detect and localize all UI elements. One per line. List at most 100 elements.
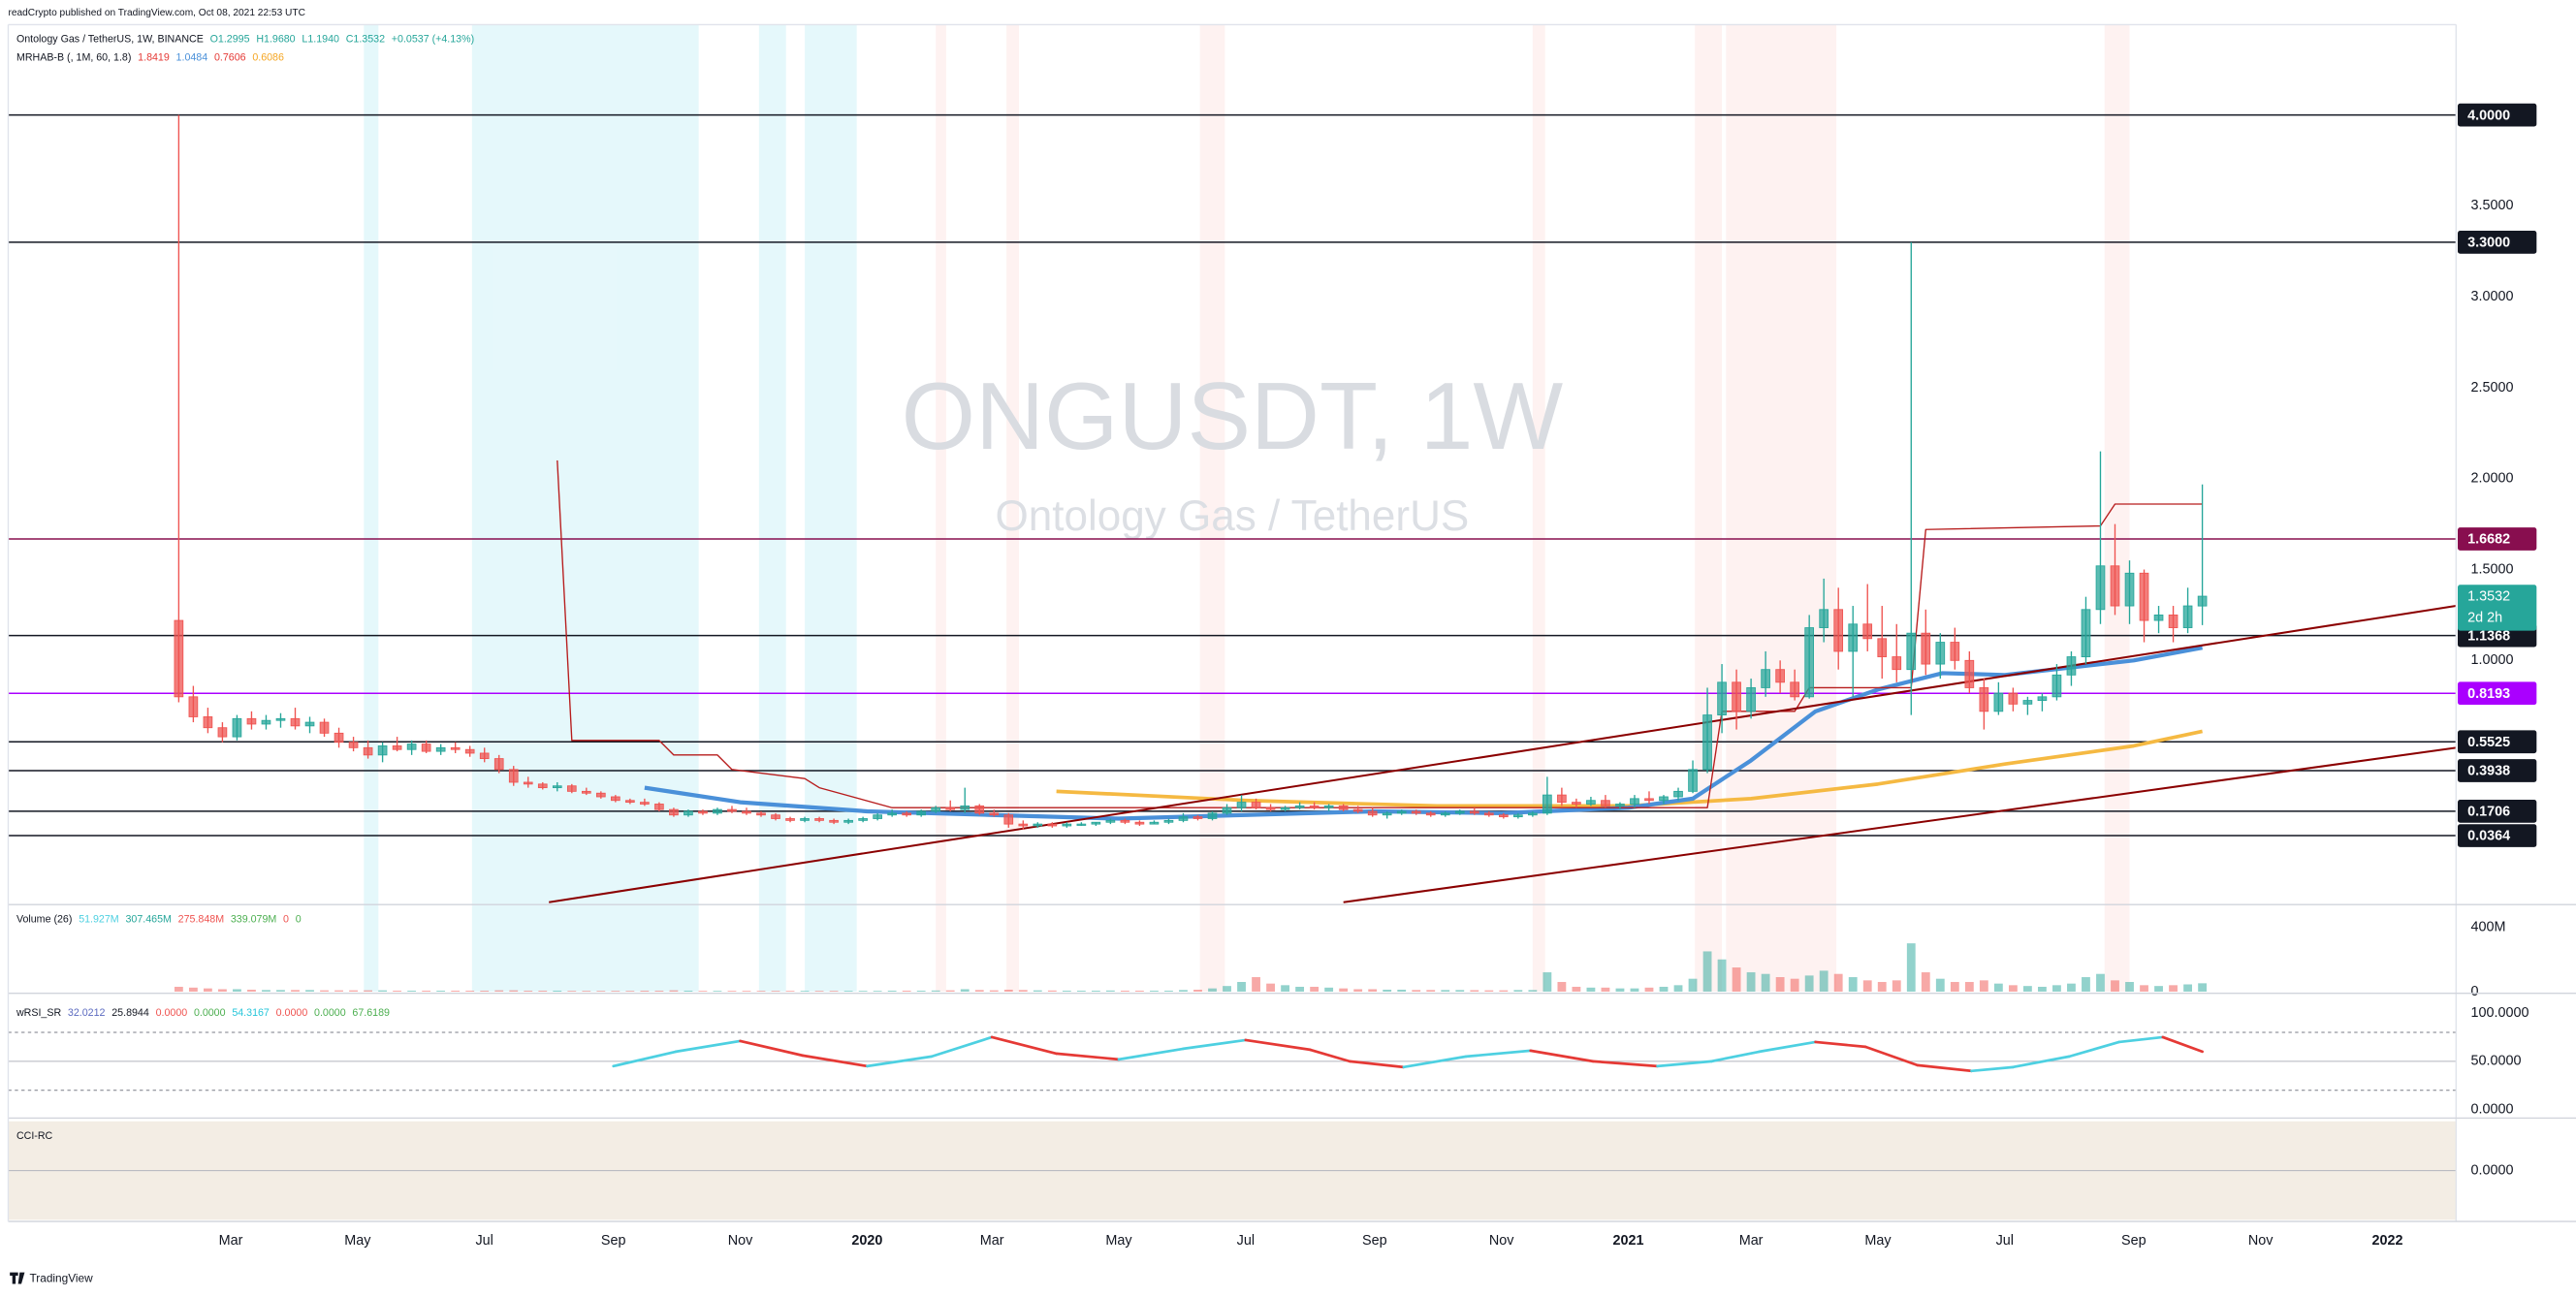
- candle-body: [1615, 804, 1625, 807]
- candle-body: [1761, 669, 1770, 688]
- volume-bar: [887, 990, 897, 992]
- volume-bar: [1877, 982, 1887, 992]
- volume-bar: [1993, 983, 2003, 992]
- volume-bar: [785, 991, 795, 992]
- candle-body: [1630, 798, 1639, 805]
- volume-bar: [2008, 985, 2018, 992]
- x-tick-label: Jul: [1237, 1233, 1255, 1249]
- volume-bar: [684, 990, 693, 992]
- candle-body: [479, 752, 490, 760]
- rsi-title: wRSI_SR: [16, 1007, 62, 1019]
- candle-body: [1804, 627, 1814, 698]
- volume-bar: [1470, 990, 1479, 992]
- price-level-label: 3.3000: [2467, 236, 2510, 251]
- candle-body: [392, 745, 402, 750]
- volume-bar: [1601, 987, 1610, 992]
- volume-bar: [1426, 990, 1436, 992]
- volume-bar: [524, 990, 533, 992]
- volume-bar: [509, 990, 519, 992]
- candle-body: [2081, 609, 2091, 657]
- x-tick-label: Nov: [2248, 1233, 2274, 1249]
- x-tick-label: Sep: [1362, 1233, 1387, 1249]
- price-level-box: [2457, 527, 2537, 551]
- candle-body: [974, 805, 985, 814]
- volume-bar: [262, 990, 270, 992]
- volume-bar: [465, 990, 475, 992]
- oscillator-segment: [1758, 1040, 1817, 1054]
- volume-bar: [916, 990, 926, 992]
- last-price-label: 1.3532: [2467, 589, 2510, 605]
- legend-value: 54.3167: [232, 1007, 270, 1019]
- candle-body: [611, 796, 620, 802]
- candle-body: [2008, 692, 2019, 705]
- y-tick-label: 0.0000: [2471, 1102, 2514, 1118]
- y-tick-label: 2.5000: [2471, 380, 2514, 395]
- oscillator-segment: [2161, 1035, 2204, 1054]
- volume-bar: [654, 990, 664, 992]
- oscillator-segment: [930, 1035, 994, 1059]
- volume-bar: [538, 990, 548, 992]
- volume-bar: [625, 991, 635, 992]
- oscillator-segment: [739, 1039, 805, 1058]
- volume-bar: [742, 991, 751, 992]
- overlay-line: [549, 605, 2457, 903]
- candle-body: [304, 721, 315, 727]
- volume-bar: [1310, 986, 1320, 992]
- volume-bar: [305, 990, 314, 992]
- x-tick-label: Mar: [1739, 1233, 1764, 1249]
- volume-bar: [1324, 987, 1334, 992]
- candle-body: [1483, 812, 1494, 816]
- candle-body: [363, 746, 373, 756]
- volume-bar: [553, 990, 562, 992]
- candle-body: [1819, 609, 1829, 628]
- candle-body: [1382, 812, 1392, 816]
- candle-body: [1294, 805, 1305, 808]
- volume-bar: [1804, 975, 1814, 992]
- volume-bar: [2111, 980, 2119, 992]
- volume-bar: [1688, 978, 1698, 992]
- candle-body: [1775, 669, 1785, 683]
- candle-body: [771, 814, 780, 819]
- volume-bar: [407, 990, 417, 992]
- price-level-label: 0.1706: [2467, 805, 2510, 820]
- watermark-title: ONGUSDT, 1W: [902, 363, 1564, 469]
- candle-body: [348, 742, 359, 748]
- candle-body: [217, 727, 228, 738]
- candle-body: [2168, 614, 2178, 628]
- volume-bar: [960, 989, 970, 992]
- highlight-zone: [1006, 24, 1020, 992]
- candle-body: [1717, 681, 1727, 716]
- candle-body: [2182, 605, 2193, 628]
- volume-bar: [727, 991, 737, 992]
- candle-body: [2139, 572, 2149, 621]
- candle-body: [1251, 802, 1261, 808]
- volume-bar: [1223, 986, 1231, 992]
- oscillator-segment: [1348, 1060, 1406, 1069]
- volume-bar: [291, 990, 300, 992]
- volume-bar: [698, 991, 708, 992]
- volume-bar: [2052, 985, 2061, 992]
- candle-body: [464, 748, 475, 754]
- candle-body: [1062, 823, 1072, 827]
- indicator-line: MRHAB-B (, 1M, 60, 1.8) 1.8419 1.0484 0.760…: [16, 51, 284, 63]
- volume-bar: [1091, 990, 1100, 992]
- volume-bar: [2022, 986, 2032, 992]
- candle-body: [1906, 632, 1917, 671]
- candle-body: [1950, 642, 1960, 661]
- volume-bar: [334, 990, 343, 992]
- volume-bar: [1950, 982, 1959, 992]
- price-level-label: 0.0364: [2467, 829, 2510, 844]
- legend-value: 32.0212: [68, 1007, 106, 1019]
- tradingview-logo: TradingView: [10, 1271, 93, 1284]
- candle-body: [1572, 802, 1581, 805]
- volume-bar: [756, 991, 766, 992]
- price-level-box: [2457, 730, 2537, 754]
- volume-bar: [1979, 980, 1988, 992]
- candle-body: [1979, 687, 1989, 712]
- candle-body: [203, 716, 213, 729]
- volume-bar: [1586, 987, 1596, 992]
- volume-bar: [247, 989, 256, 992]
- oscillator-segment: [1182, 1038, 1248, 1051]
